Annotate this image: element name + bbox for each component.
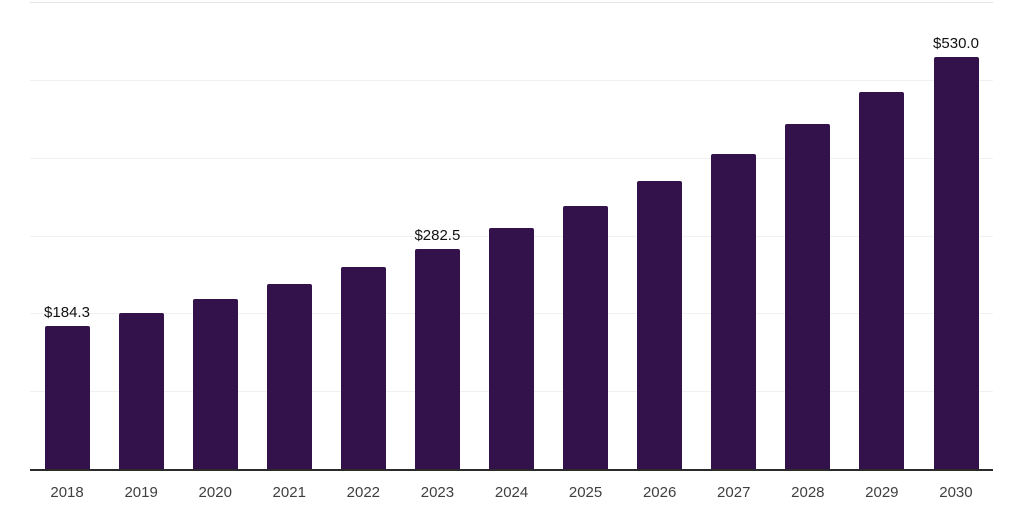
bar-2018 [44,325,90,469]
x-tick-label-2028: 2028 [791,484,825,501]
x-tick-label-2019: 2019 [124,484,158,501]
x-tick-label-2020: 2020 [198,484,232,501]
x-tick-label-2027: 2027 [717,484,751,501]
bar-2019 [118,312,164,469]
bar-2029 [859,91,905,469]
x-tick-label-2018: 2018 [50,484,84,501]
value-label-2030: $530.0 [933,34,979,52]
bar-2026 [637,181,683,469]
bar-2020 [192,298,238,469]
gridline-500 [30,80,993,81]
bar-2025 [563,205,609,469]
bar-2024 [489,228,534,469]
bar-2022 [340,267,386,469]
x-tick-label-2023: 2023 [420,484,455,501]
bar-2021 [266,283,312,469]
bar-2030 [933,56,979,469]
value-label-2018: $184.3 [44,303,90,321]
x-tick-label-2026: 2026 [642,484,677,501]
x-tick-label-2030: 2030 [939,484,973,501]
value-label-2023: $282.5 [414,227,461,245]
x-tick-label-2025: 2025 [568,484,603,501]
x-tick-label-2029: 2029 [865,484,899,501]
bar-2027 [711,153,757,469]
x-tick-label-2022: 2022 [346,484,381,501]
x-tick-label-2021: 2021 [272,484,306,501]
bar-2028 [785,124,831,469]
gridline-600 [30,2,993,3]
bar-2023 [414,249,460,469]
gridline-400 [30,158,993,159]
x-axis-line [30,469,993,471]
x-tick-label-2024: 2024 [494,484,529,501]
